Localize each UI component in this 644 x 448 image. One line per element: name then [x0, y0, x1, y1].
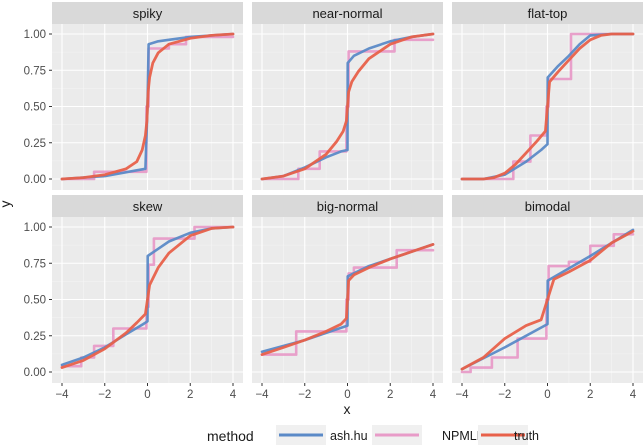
- legend-item-truth: truth: [478, 425, 539, 445]
- x-tick-label: 2: [587, 389, 593, 401]
- y-tick-label: 0.50: [24, 295, 46, 307]
- facet-strip-label: skew: [133, 199, 163, 214]
- series-line-truth: [460, 32, 635, 181]
- axes-layer: x y: [0, 201, 351, 418]
- series-line-ash-hu: [60, 225, 235, 367]
- series-line-truth: [60, 225, 235, 369]
- facet-strip: [52, 195, 243, 217]
- x-tick-label: −4: [55, 389, 69, 401]
- y-tick-label: 0.75: [24, 258, 46, 270]
- y-tick-label: 0.00: [24, 367, 46, 379]
- facet-panel-flat-top: flat-top: [452, 2, 643, 190]
- facet-panel-near-normal: near-normal: [252, 2, 443, 190]
- x-tick-label: 0: [544, 389, 550, 401]
- y-tick-label: 0.25: [24, 138, 46, 150]
- x-tick-label: −2: [298, 389, 311, 401]
- facet-panel-bimodal: bimodal −4 −2 0 2 4: [452, 195, 643, 401]
- legend-item-ash-hu: ash.hu: [276, 425, 368, 445]
- y-tick-label: 0.00: [24, 174, 46, 186]
- panels-layer: spiky 0.00 0.25 0.50 0.75 1.00 near-normal flat…: [24, 2, 643, 401]
- x-tick-label: 4: [230, 389, 237, 401]
- x-tick-label: 0: [344, 389, 350, 401]
- facet-strip: [52, 2, 243, 24]
- x-tick-label: −2: [498, 389, 511, 401]
- y-tick-label: 0.75: [24, 65, 46, 77]
- x-tick-label: 2: [187, 389, 193, 401]
- series-line-truth: [260, 243, 435, 356]
- facet-strip-label: big-normal: [317, 199, 379, 214]
- facet-strip-label: near-normal: [312, 6, 382, 21]
- x-tick-label: 4: [430, 389, 437, 401]
- facet-strip: [452, 2, 643, 24]
- x-tick-label: 4: [630, 389, 637, 401]
- facet-strip-label: flat-top: [528, 6, 568, 21]
- x-tick-label: −2: [98, 389, 111, 401]
- x-axis-title: x: [344, 401, 351, 417]
- x-tick-label: 0: [144, 389, 150, 401]
- y-tick-label: 1.00: [24, 222, 46, 234]
- series-line-truth: [460, 229, 635, 371]
- x-tick-label: −4: [255, 389, 269, 401]
- x-tick-label: −4: [455, 389, 469, 401]
- facet-panel-spiky: spiky 0.00 0.25 0.50 0.75 1.00: [24, 2, 243, 190]
- series-line-truth: [60, 32, 235, 181]
- y-tick-label: 0.25: [24, 331, 46, 343]
- facet-strip: [252, 195, 443, 217]
- x-tick-label: 2: [387, 389, 393, 401]
- y-axis-title: y: [0, 201, 13, 208]
- legend-label: ash.hu: [330, 429, 368, 443]
- legend-label: truth: [514, 429, 539, 443]
- legend-title: method: [207, 428, 254, 444]
- facet-strip-label: spiky: [133, 6, 163, 21]
- facet-strip-label: bimodal: [525, 199, 571, 214]
- facet-panel-skew: skew 0.00 0.25 0.50 0.75 1.00 −4 −2 0 2 4: [24, 195, 243, 401]
- y-tick-label: 0.50: [24, 102, 46, 114]
- legend-item-npmle: NPMLE: [372, 425, 485, 445]
- legend-label: NPMLE: [442, 429, 485, 443]
- facet-panel-big-normal: big-normal −4 −2 0 2 4: [252, 195, 443, 401]
- legend: method ash.hu NPMLE truth: [207, 425, 539, 445]
- y-tick-label: 1.00: [24, 29, 46, 41]
- series-line-truth: [260, 32, 435, 181]
- facet-strip: [252, 2, 443, 24]
- facet-strip: [452, 195, 643, 217]
